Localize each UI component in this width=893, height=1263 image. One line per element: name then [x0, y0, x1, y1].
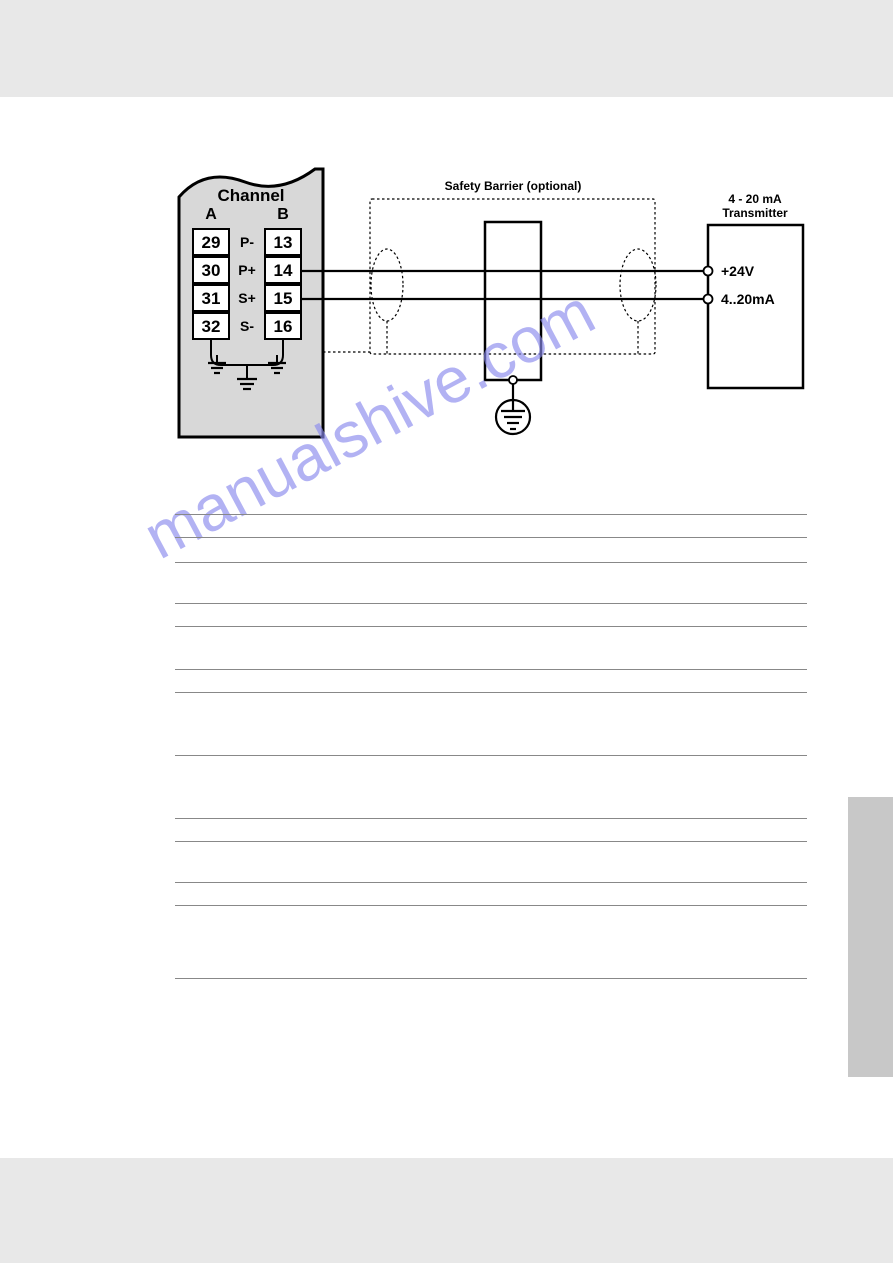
note-line	[175, 978, 807, 979]
note-lines	[175, 492, 807, 979]
note-line	[175, 603, 807, 604]
shield-left	[371, 249, 403, 321]
note-line	[175, 818, 807, 819]
note-line	[175, 905, 807, 906]
note-line	[175, 841, 807, 842]
barrier-ground	[496, 376, 530, 434]
note-line	[175, 882, 807, 883]
transmitter-pin-1	[704, 267, 713, 276]
note-line	[175, 692, 807, 693]
transmitter-pin-2	[704, 295, 713, 304]
wiring-diagram: Channel A B 29 P- 13 30 P+ 14 31 S+	[175, 157, 815, 477]
term-b-1: 13	[274, 233, 293, 252]
note-line	[175, 562, 807, 563]
page: Channel A B 29 P- 13 30 P+ 14 31 S+	[0, 97, 893, 1158]
term-mid-1: P-	[240, 234, 254, 250]
barrier-label: Safety Barrier (optional)	[445, 179, 582, 193]
note-line	[175, 669, 807, 670]
channel-header: Channel	[217, 186, 284, 205]
col-b-label: B	[277, 206, 289, 223]
pin2-label: 4..20mA	[721, 291, 775, 307]
shield-right	[620, 249, 656, 321]
term-mid-2: P+	[238, 262, 256, 278]
term-mid-4: S-	[240, 318, 254, 334]
transmitter-title-2: Transmitter	[722, 206, 788, 220]
term-b-4: 16	[274, 317, 293, 336]
term-a-3: 31	[202, 289, 221, 308]
term-mid-3: S+	[238, 290, 256, 306]
diagram-svg: Channel A B 29 P- 13 30 P+ 14 31 S+	[175, 157, 815, 477]
note-line	[175, 537, 807, 538]
note-line	[175, 755, 807, 756]
term-b-2: 14	[274, 261, 293, 280]
transmitter-title-1: 4 - 20 mA	[728, 192, 782, 206]
pin1-label: +24V	[721, 263, 755, 279]
term-a-4: 32	[202, 317, 221, 336]
term-b-3: 15	[274, 289, 293, 308]
col-a-label: A	[205, 206, 217, 223]
term-a-2: 30	[202, 261, 221, 280]
term-a-1: 29	[202, 233, 221, 252]
note-line	[175, 626, 807, 627]
barrier-box	[485, 222, 541, 380]
note-line	[175, 514, 807, 515]
side-tab	[848, 797, 893, 1077]
